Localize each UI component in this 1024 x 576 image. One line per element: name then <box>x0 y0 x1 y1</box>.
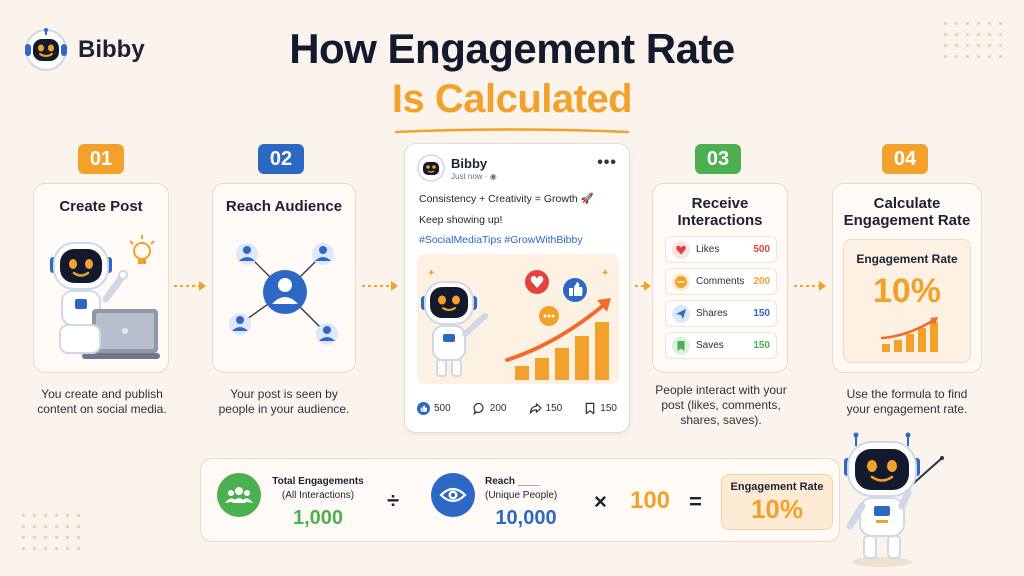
step-1-caption: You create and publish content on social… <box>37 387 167 416</box>
post-text-line-1: Consistency + Creativity = Growth 🚀 <box>419 193 594 205</box>
engagements-value: 1,000 <box>292 507 344 529</box>
group-icon <box>217 473 261 517</box>
growth-chart-icon <box>880 317 938 352</box>
step-3-badge: 03 <box>695 144 741 174</box>
lightbulb-icon <box>129 235 155 264</box>
heart-icon <box>525 270 549 294</box>
post-author: Bibby <box>451 156 488 171</box>
user-center-icon <box>263 270 307 314</box>
title-line-1: How Engagement Rate <box>289 25 735 72</box>
comment-icon <box>473 402 484 415</box>
step-4-badge: 04 <box>882 144 928 174</box>
robot-avatar <box>417 154 445 182</box>
step-1-badge: 01 <box>78 144 124 174</box>
bookmark-icon <box>585 402 595 415</box>
engagement-rate-panel: Engagement Rate 10% <box>843 239 971 363</box>
title-line-2: Is Calculated <box>391 77 633 121</box>
social-post: Bibby Just now · ◉ ••• Consistency + Cre… <box>404 143 630 433</box>
post-text-line-2: Keep showing up! <box>419 214 503 226</box>
post-stats: 500 200 150 150 <box>417 402 617 415</box>
decorative-dots <box>22 514 80 550</box>
heart-icon <box>672 240 690 259</box>
multiply-operator: × <box>594 489 607 514</box>
step-3-card: Receive Interactions Likes 500 Comments … <box>652 183 788 373</box>
decorative-dots <box>944 22 1002 58</box>
title-underline <box>394 128 630 134</box>
formula-panel: Total Engagements (All Interactions) 1,0… <box>200 458 840 542</box>
engagement-rate-value: 10% <box>872 272 942 310</box>
step-4-card: Calculate Engagement Rate Engagement Rat… <box>832 183 982 373</box>
step-1-title: Create Post <box>59 198 143 215</box>
interaction-row: Comments 200 <box>665 268 777 295</box>
post-hashtags: #SocialMediaTips #GrowWithBibby <box>419 234 583 246</box>
globe-icon: ◉ <box>489 172 497 181</box>
comment-stat[interactable]: 200 <box>473 402 506 415</box>
engagement-rate-label: Engagement Rate <box>856 252 958 266</box>
reach-value: 10,000 <box>495 507 557 529</box>
step-2-card: Reach Audience <box>212 183 356 373</box>
person-icon <box>312 243 334 265</box>
save-stat[interactable]: 150 <box>584 402 617 415</box>
multiplier-value: 100 <box>629 487 671 514</box>
step-4-caption: Use the formula to find your engagement … <box>846 387 968 416</box>
flow-arrow <box>362 281 398 291</box>
interaction-row: Saves 150 <box>665 332 777 359</box>
robot-icon <box>25 28 67 71</box>
thumbs-up-icon <box>563 278 587 302</box>
person-icon <box>229 313 251 335</box>
share-icon <box>672 304 690 323</box>
result-label: Engagement Rate <box>730 481 824 493</box>
comment-icon <box>539 306 559 326</box>
share-icon <box>529 403 542 414</box>
step-2-caption: Your post is seen by people in your audi… <box>218 387 350 416</box>
page-title: How Engagement Rate Is Calculated <box>0 26 1024 140</box>
like-stat[interactable]: 500 <box>417 402 451 415</box>
flow-arrow <box>794 281 826 291</box>
post-time: Just now · ◉ <box>451 172 497 181</box>
comment-icon <box>672 272 690 291</box>
brand-logo: Bibby <box>22 26 145 74</box>
step-3-title: Receive Interactions <box>677 195 763 229</box>
svg-text:✦: ✦ <box>427 268 435 279</box>
step-2-title: Reach Audience <box>225 198 343 215</box>
equals-operator: = <box>689 489 702 514</box>
eye-icon <box>431 473 475 517</box>
step-4-title: Calculate Engagement Rate <box>843 195 971 229</box>
result-box: Engagement Rate 10% <box>721 474 833 530</box>
person-icon <box>316 323 338 345</box>
step-1-card: Create Post <box>33 183 169 373</box>
thumbs-up-icon <box>417 402 430 415</box>
bookmark-icon <box>672 336 690 355</box>
result-value: 10% <box>750 494 804 524</box>
interaction-row: Shares 150 <box>665 300 777 327</box>
robot-laptop-illustration <box>50 235 160 359</box>
share-stat[interactable]: 150 <box>529 402 562 415</box>
post-image: ✦ ✦ <box>417 254 619 384</box>
engagements-label: Total Engagements (All Interactions) <box>272 476 364 501</box>
robot-mascot-pointer <box>844 432 944 567</box>
step-3-caption: People interact with your post (likes, c… <box>655 383 787 427</box>
brand-name: Bibby <box>78 36 145 63</box>
audience-network-illustration <box>229 243 338 345</box>
divide-operator: ÷ <box>387 488 400 513</box>
reach-label: Reach ____ (Unique People) <box>485 476 558 501</box>
more-options-icon[interactable]: ••• <box>597 154 617 171</box>
svg-text:✦: ✦ <box>601 268 609 279</box>
flow-arrow <box>174 281 206 291</box>
person-icon <box>236 243 258 265</box>
flow-arrow <box>635 281 651 291</box>
step-2-badge: 02 <box>258 144 304 174</box>
interaction-row: Likes 500 <box>665 236 777 263</box>
